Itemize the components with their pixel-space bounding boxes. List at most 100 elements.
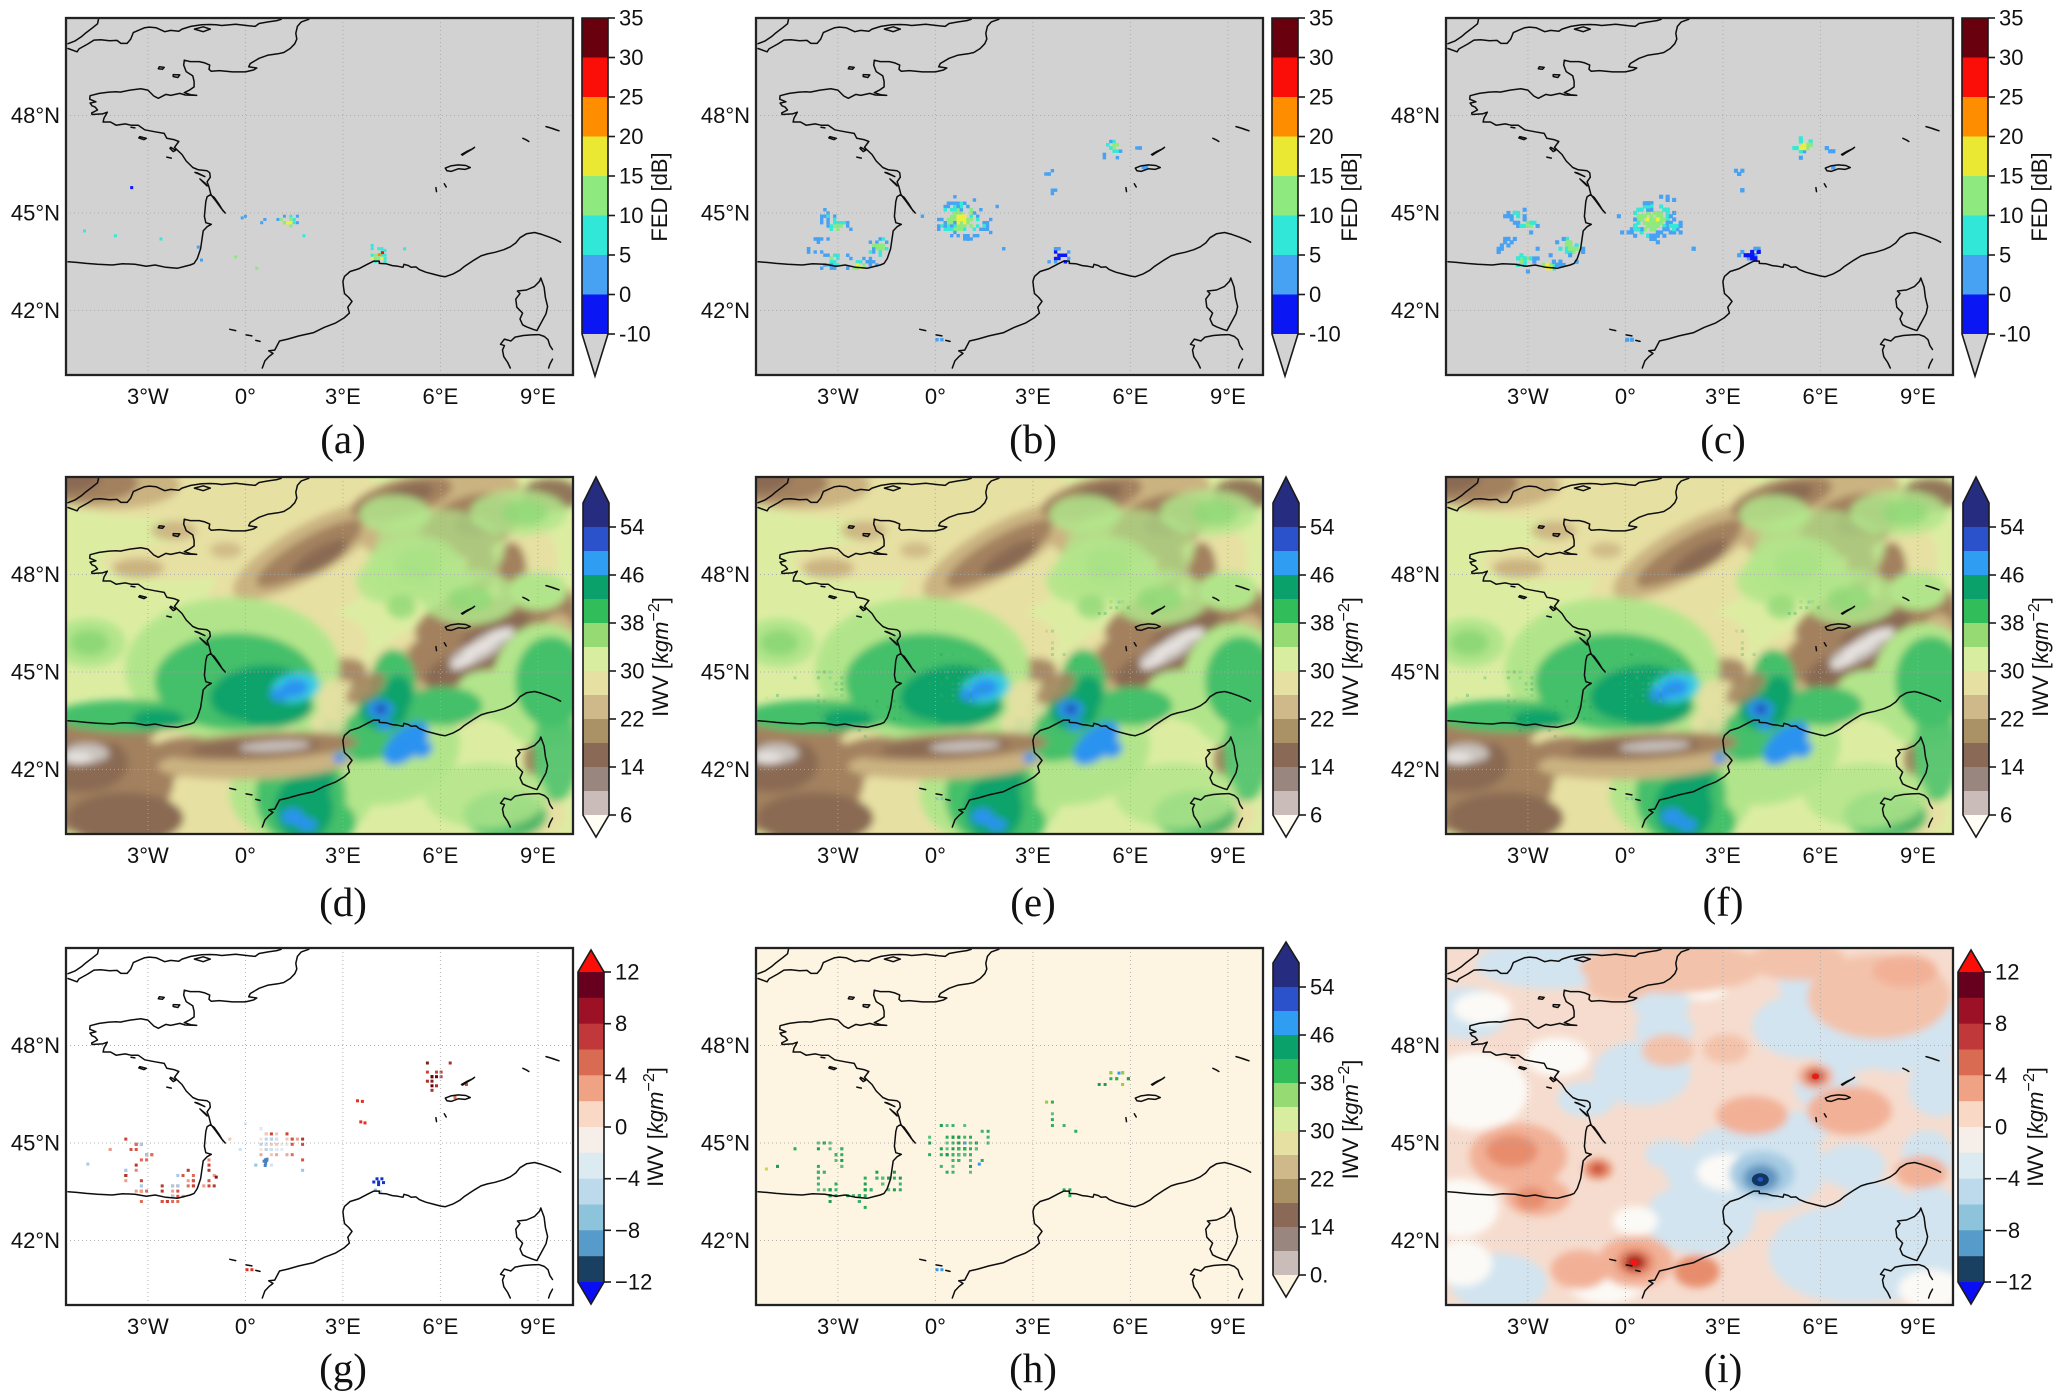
svg-text:(d): (d) <box>319 879 367 925</box>
svg-text:4: 4 <box>615 1063 627 1088</box>
svg-text:6: 6 <box>620 803 632 828</box>
svg-text:25: 25 <box>1309 85 1333 110</box>
svg-text:3°E: 3°E <box>1015 1314 1051 1339</box>
svg-text:0°: 0° <box>925 384 946 409</box>
svg-text:0°: 0° <box>235 1314 256 1339</box>
svg-text:(c): (c) <box>1700 416 1746 462</box>
svg-text:30: 30 <box>619 45 643 70</box>
svg-text:45°N: 45°N <box>1391 1131 1440 1156</box>
svg-text:3°W: 3°W <box>127 1314 169 1339</box>
svg-text:3°W: 3°W <box>817 843 859 868</box>
svg-text:14: 14 <box>620 755 644 780</box>
svg-text:48°N: 48°N <box>11 1033 60 1058</box>
svg-text:48°N: 48°N <box>1391 103 1440 128</box>
svg-text:0°: 0° <box>235 384 256 409</box>
svg-text:15: 15 <box>1309 164 1333 189</box>
svg-text:25: 25 <box>1999 85 2023 110</box>
svg-text:20: 20 <box>1999 124 2023 149</box>
svg-text:48°N: 48°N <box>1391 562 1440 587</box>
svg-text:42°N: 42°N <box>701 298 750 323</box>
svg-text:5: 5 <box>1309 243 1321 268</box>
svg-text:4: 4 <box>1995 1063 2007 1088</box>
svg-text:38: 38 <box>1310 1071 1334 1096</box>
svg-text:FED [dB]: FED [dB] <box>647 152 672 241</box>
svg-text:45°N: 45°N <box>1391 201 1440 226</box>
svg-text:54: 54 <box>2000 515 2024 540</box>
svg-text:-10: -10 <box>1309 322 1341 347</box>
svg-text:−8: −8 <box>615 1218 640 1243</box>
svg-text:(g): (g) <box>319 1345 367 1391</box>
svg-text:6: 6 <box>2000 803 2012 828</box>
svg-text:IWV [kgm−2]: IWV [kgm−2] <box>1336 1060 1363 1180</box>
svg-text:45°N: 45°N <box>11 660 60 685</box>
svg-text:9°E: 9°E <box>520 843 556 868</box>
svg-text:35: 35 <box>619 6 643 31</box>
svg-text:6°E: 6°E <box>423 1314 459 1339</box>
svg-text:8: 8 <box>615 1011 627 1036</box>
svg-text:(e): (e) <box>1010 879 1056 925</box>
svg-text:0: 0 <box>1309 282 1321 307</box>
svg-text:25: 25 <box>619 85 643 110</box>
svg-text:(b): (b) <box>1009 416 1057 462</box>
svg-text:0°: 0° <box>235 843 256 868</box>
svg-text:42°N: 42°N <box>701 757 750 782</box>
svg-text:30: 30 <box>1310 1119 1334 1144</box>
svg-text:FED [dB]: FED [dB] <box>1337 152 1362 241</box>
svg-text:46: 46 <box>2000 563 2024 588</box>
svg-text:−8: −8 <box>1995 1218 2020 1243</box>
svg-text:IWV [kgm−2]: IWV [kgm−2] <box>2021 1067 2048 1187</box>
svg-text:6°E: 6°E <box>423 843 459 868</box>
svg-text:3°W: 3°W <box>817 384 859 409</box>
svg-text:0: 0 <box>1999 282 2011 307</box>
svg-text:0°: 0° <box>1615 1314 1636 1339</box>
svg-text:30: 30 <box>1999 45 2023 70</box>
svg-text:22: 22 <box>1310 1167 1334 1192</box>
svg-text:6°E: 6°E <box>1113 843 1149 868</box>
svg-text:−12: −12 <box>1995 1270 2032 1295</box>
svg-text:3°W: 3°W <box>127 843 169 868</box>
svg-text:0: 0 <box>619 282 631 307</box>
svg-text:20: 20 <box>619 124 643 149</box>
svg-text:12: 12 <box>1995 960 2019 985</box>
svg-text:6°E: 6°E <box>1803 1314 1839 1339</box>
svg-text:38: 38 <box>1310 611 1334 636</box>
svg-text:22: 22 <box>1310 707 1334 732</box>
svg-text:45°N: 45°N <box>11 1131 60 1156</box>
svg-text:30: 30 <box>1309 45 1333 70</box>
svg-text:48°N: 48°N <box>701 562 750 587</box>
svg-text:(h): (h) <box>1009 1345 1057 1391</box>
svg-text:46: 46 <box>620 563 644 588</box>
svg-text:30: 30 <box>620 659 644 684</box>
svg-text:3°W: 3°W <box>1507 384 1549 409</box>
svg-text:0°: 0° <box>1615 384 1636 409</box>
svg-text:10: 10 <box>1309 203 1333 228</box>
svg-text:38: 38 <box>2000 611 2024 636</box>
svg-text:9°E: 9°E <box>520 384 556 409</box>
svg-text:9°E: 9°E <box>1210 843 1246 868</box>
svg-text:10: 10 <box>619 203 643 228</box>
svg-text:30: 30 <box>2000 659 2024 684</box>
svg-text:42°N: 42°N <box>1391 757 1440 782</box>
svg-text:3°W: 3°W <box>127 384 169 409</box>
svg-text:6°E: 6°E <box>1113 384 1149 409</box>
svg-text:5: 5 <box>1999 243 2011 268</box>
svg-text:54: 54 <box>620 515 644 540</box>
svg-text:14: 14 <box>1310 1215 1334 1240</box>
svg-text:42°N: 42°N <box>1391 1228 1440 1253</box>
svg-text:35: 35 <box>1999 6 2023 31</box>
svg-text:3°W: 3°W <box>1507 843 1549 868</box>
svg-text:9°E: 9°E <box>1210 1314 1246 1339</box>
svg-text:42°N: 42°N <box>11 757 60 782</box>
svg-text:48°N: 48°N <box>11 103 60 128</box>
svg-text:6: 6 <box>1310 803 1322 828</box>
svg-text:0°: 0° <box>925 1314 946 1339</box>
svg-text:48°N: 48°N <box>701 1033 750 1058</box>
svg-text:3°E: 3°E <box>1705 384 1741 409</box>
svg-text:9°E: 9°E <box>1900 843 1936 868</box>
svg-text:(f): (f) <box>1703 879 1744 925</box>
svg-text:−12: −12 <box>615 1270 652 1295</box>
svg-text:9°E: 9°E <box>1900 1314 1936 1339</box>
svg-text:22: 22 <box>620 707 644 732</box>
svg-text:10: 10 <box>1999 203 2023 228</box>
svg-text:42°N: 42°N <box>1391 298 1440 323</box>
